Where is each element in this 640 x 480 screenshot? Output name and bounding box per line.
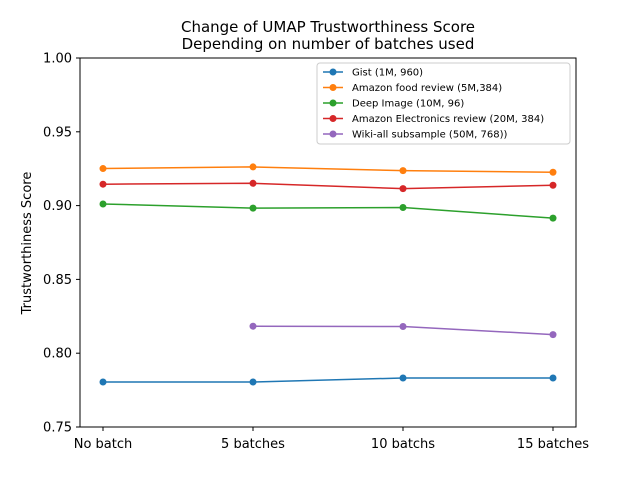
series-line xyxy=(102,203,554,219)
legend-label: Amazon food review (5M,384) xyxy=(352,83,502,94)
data-point xyxy=(99,180,107,188)
legend-entry: Amazon Electronics review (20M, 384) xyxy=(323,114,544,125)
data-point xyxy=(399,167,407,175)
legend-swatch-marker xyxy=(329,99,337,107)
legend-entry: Amazon food review (5M,384) xyxy=(323,83,502,94)
legend-swatch-marker xyxy=(329,130,337,138)
legend-entry: Gist (1M, 960) xyxy=(323,68,423,79)
data-point xyxy=(399,374,407,382)
data-point xyxy=(249,204,257,212)
plot-frame xyxy=(79,57,577,428)
data-point xyxy=(99,200,107,208)
legend-entry: Wiki-all subsample (50M, 768)) xyxy=(323,130,508,141)
series-2 xyxy=(99,163,557,176)
x-tick-label: 10 batchs xyxy=(371,437,435,452)
data-point xyxy=(249,163,257,171)
y-axis-label: Trustworthiness Score xyxy=(20,172,35,316)
legend-entry: Deep Image (10M, 96) xyxy=(323,99,464,110)
legend-label: Gist (1M, 960) xyxy=(352,68,423,79)
series-line xyxy=(102,182,554,190)
legend-swatch-marker xyxy=(329,115,337,122)
legend-label: Wiki-all subsample (50M, 768)) xyxy=(352,130,508,141)
legend-swatch-marker xyxy=(329,84,337,91)
legend-label: Deep Image (10M, 96) xyxy=(352,99,464,110)
legend: Gist (1M, 960) Amazon food review (5M,384… xyxy=(316,62,571,145)
data-point xyxy=(99,378,107,386)
data-point xyxy=(249,179,257,187)
data-point xyxy=(549,374,557,382)
data-point xyxy=(399,204,407,212)
y-tick-label: 0.90 xyxy=(43,199,72,214)
series-1 xyxy=(99,374,557,386)
data-point xyxy=(549,214,557,222)
y-tick-label: 0.95 xyxy=(43,125,72,140)
series-4 xyxy=(99,179,557,193)
chart-title: Change of UMAP Trustworthiness Score xyxy=(181,18,475,36)
chart-subtitle: Depending on number of batches used xyxy=(182,35,475,53)
data-point xyxy=(249,378,257,386)
y-tick-label: 1.00 xyxy=(43,52,72,67)
x-tick-label: No batch xyxy=(74,437,133,452)
data-point xyxy=(399,185,407,193)
series-5 xyxy=(249,322,557,339)
data-point xyxy=(249,322,257,330)
y-tick-label: 0.85 xyxy=(43,273,72,288)
legend-box xyxy=(316,62,571,145)
series-line xyxy=(103,377,553,383)
data-point xyxy=(399,322,407,330)
data-point xyxy=(549,168,557,176)
data-point xyxy=(99,165,107,173)
series-3 xyxy=(99,200,557,222)
data-point xyxy=(549,181,557,189)
legend-swatch-marker xyxy=(329,68,337,76)
y-tick-label: 0.75 xyxy=(43,421,72,436)
x-tick-label: 15 batches xyxy=(517,437,589,452)
x-tick-label: 5 batches xyxy=(221,437,285,452)
legend-label: Amazon Electronics review (20M, 384) xyxy=(352,114,544,125)
y-tick-label: 0.80 xyxy=(43,347,72,362)
data-point xyxy=(549,331,557,339)
series-line xyxy=(102,166,554,173)
